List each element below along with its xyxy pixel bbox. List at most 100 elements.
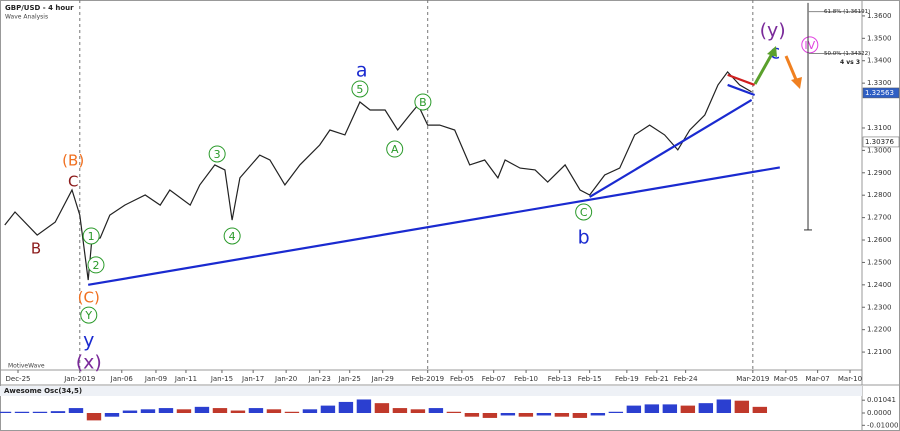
osc-bar (230, 410, 246, 413)
osc-bar (374, 403, 390, 413)
wave-label: B (31, 240, 41, 258)
osc-bar (86, 413, 102, 421)
x-tick-label: Jan-23 (308, 375, 331, 383)
wave-label: a (356, 59, 368, 81)
y-tick-label: 1.2900 (867, 169, 892, 177)
fib-label: 61.8% (1.36191) (824, 9, 870, 15)
osc-bar (590, 413, 606, 416)
y-tick-label: 1.3000 (867, 146, 892, 154)
wave-circle (82, 227, 100, 245)
wave-circle (208, 145, 226, 163)
wave-label: 3 (214, 148, 221, 161)
osc-bar (68, 408, 84, 413)
osc-bar (500, 413, 516, 416)
x-tick-label: Jan-29 (371, 375, 394, 383)
osc-bar (14, 411, 30, 413)
osc-bar (482, 413, 498, 418)
y-tick-label: 1.2400 (867, 281, 892, 289)
price-label: 1.32563 (865, 89, 894, 97)
x-tick-label: Jan-11 (174, 375, 197, 383)
y-tick-label: 1.2300 (867, 303, 892, 311)
x-tick-label: Feb-2019 (411, 375, 444, 383)
osc-bar (716, 399, 732, 413)
x-tick-label: Feb-10 (514, 375, 538, 383)
arrow-head (767, 46, 777, 57)
wave-circle (414, 93, 432, 111)
x-tick-label: Mar-05 (774, 375, 798, 383)
trendline (87, 166, 781, 286)
fib-note: 4 vs 3 (840, 59, 860, 66)
osc-bar (194, 406, 210, 413)
wave-label: A (391, 143, 399, 156)
osc-bar (608, 411, 624, 413)
y-tick-label: 1.3600 (867, 12, 892, 20)
arrow-up (753, 51, 775, 85)
x-tick-label: Feb-19 (615, 375, 639, 383)
y-tick-label: -0.01000 (867, 421, 898, 429)
x-tick-label: Jan-15 (210, 375, 233, 383)
osc-bar (626, 405, 642, 413)
wave-label: (x) (76, 352, 102, 374)
wave-circle (223, 227, 241, 245)
source: MotiveWave (8, 363, 45, 370)
wave-label: b (578, 227, 590, 249)
x-tick-label: Jan-2019 (63, 375, 95, 383)
x-tick-label: Jan-17 (241, 375, 264, 383)
osc-bar (320, 405, 336, 413)
osc-bar (356, 399, 372, 413)
osc-bar (734, 400, 750, 413)
osc-bar (662, 404, 678, 413)
osc-bar (140, 409, 156, 413)
x-tick-label: Dec-25 (6, 375, 31, 383)
wave-label: (y) (760, 19, 786, 41)
x-tick-label: Mar-10 (838, 375, 862, 383)
wave-label: C (68, 173, 78, 191)
x-tick-label: Mar-07 (806, 375, 830, 383)
wave-label: B (419, 96, 427, 109)
osc-bar (698, 403, 714, 413)
wave-label: 1 (88, 230, 95, 243)
x-tick-label: Mar-2019 (736, 375, 769, 383)
trendline (727, 83, 756, 97)
y-tick-label: 1.2700 (867, 214, 892, 222)
wave-circle (801, 36, 819, 54)
fib-label: 50.0% (1.34322) (824, 51, 870, 57)
y-tick-label: 1.3400 (867, 57, 892, 65)
x-tick-label: Jan-20 (274, 375, 297, 383)
osc-bar (464, 413, 480, 417)
wave-circle (575, 203, 593, 221)
y-tick-label: 1.2200 (867, 326, 892, 334)
wave-label: 5 (356, 83, 363, 96)
osc-bar (284, 411, 300, 413)
osc-bar (32, 411, 48, 413)
trendline (589, 99, 753, 198)
x-tick-label: Jan-06 (110, 375, 134, 383)
y-tick-label: 0.0000 (867, 409, 892, 417)
osc-header (0, 386, 862, 396)
x-tick-label: Feb-24 (674, 375, 698, 383)
osc-bar (392, 408, 408, 413)
osc-bar (302, 409, 318, 413)
y-tick-label: 1.3300 (867, 79, 892, 87)
osc-bar (518, 413, 534, 417)
arrow-down (784, 55, 799, 83)
osc-bar (410, 409, 426, 413)
osc-bar (680, 405, 696, 413)
osc-bar (446, 411, 462, 413)
wave-label: Y (84, 309, 92, 322)
osc-bar (104, 413, 120, 417)
osc-bar (50, 411, 66, 413)
price-line (4, 70, 752, 281)
osc-bar (158, 408, 174, 413)
trendline (727, 73, 756, 86)
chart-subtitle: Wave Analysis (5, 14, 48, 21)
osc-bar (122, 410, 138, 413)
x-tick-label: Feb-21 (645, 375, 669, 383)
wave-label: IV (804, 39, 815, 52)
osc-bar (536, 413, 552, 416)
chart-title: GBP/USD - 4 hour (5, 4, 74, 12)
osc-bar (572, 413, 588, 418)
wave-circle (386, 140, 404, 158)
